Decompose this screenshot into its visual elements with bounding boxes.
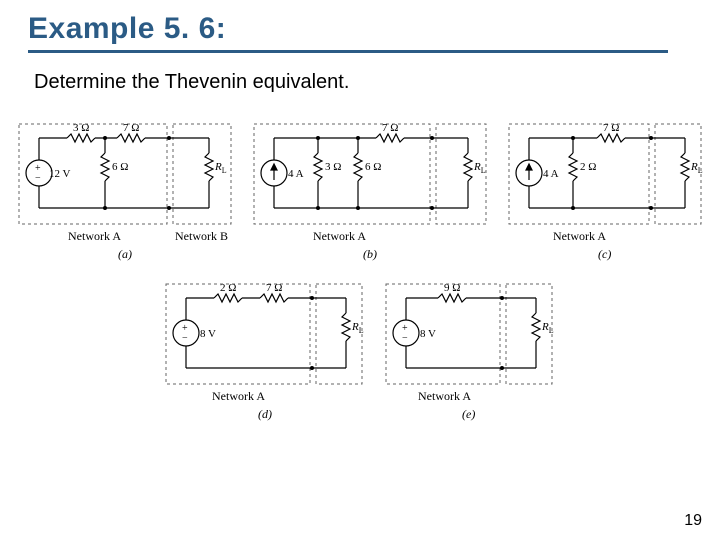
label-netA-b: Network A [313, 229, 366, 243]
circuits-row: +− 12 V 3 Ω 7 Ω 6 Ω RL Network A Network… [0, 118, 720, 428]
label-sub-a: (a) [118, 247, 132, 261]
prompt-text: Determine the Thevenin equivalent. [34, 71, 692, 94]
page-number: 19 [684, 512, 702, 530]
svg-text:RL: RL [473, 161, 486, 175]
circuit-b: 4 A 3 Ω 6 Ω 7 Ω RL Network A (b) [248, 118, 493, 268]
slide-title: Example 5. 6: [28, 12, 692, 46]
circuit-a: +− 12 V 3 Ω 7 Ω 6 Ω RL Network A Network… [13, 118, 238, 268]
val-7ohm: 7 Ω [123, 122, 139, 134]
val-7ohm-c: 7 Ω [603, 122, 619, 134]
slide-header: Example 5. 6: Determine the Thevenin equ… [0, 0, 720, 94]
label-netA: Network A [68, 229, 121, 243]
title-underline [28, 50, 668, 53]
label-netB: Network B [175, 229, 228, 243]
val-2ohm-c: 2 Ω [580, 161, 596, 173]
svg-text:RL: RL [214, 161, 227, 175]
val-6ohm-b: 6 Ω [365, 161, 381, 173]
val-6ohm: 6 Ω [112, 161, 128, 173]
val-4a-c: 4 A [543, 168, 559, 180]
val-9ohm-e: 9 Ω [444, 282, 460, 294]
val-2ohm-d: 2 Ω [220, 282, 236, 294]
svg-text:−: − [402, 333, 408, 344]
circuit-e: +− 8 V 9 Ω RL Network A (e) [380, 278, 560, 428]
label-netA-c: Network A [553, 229, 606, 243]
val-7ohm-b: 7 Ω [382, 122, 398, 134]
label-sub-c: (c) [598, 247, 611, 261]
val-7ohm-d: 7 Ω [266, 282, 282, 294]
svg-text:−: − [35, 173, 41, 184]
val-12v: 12 V [49, 168, 71, 180]
val-4a: 4 A [288, 168, 304, 180]
svg-text:−: − [182, 333, 188, 344]
label-netA-e: Network A [418, 389, 471, 403]
label-sub-d: (d) [258, 407, 272, 421]
circuit-c: 4 A 2 Ω 7 Ω RL Network A (c) [503, 118, 708, 268]
val-3ohm-b: 3 Ω [325, 161, 341, 173]
val-8v-e: 8 V [420, 328, 436, 340]
val-3ohm: 3 Ω [73, 122, 89, 134]
circuit-d: +− 8 V 2 Ω 7 Ω RL Network A (d) [160, 278, 370, 428]
label-sub-e: (e) [462, 407, 475, 421]
label-sub-b: (b) [363, 247, 377, 261]
val-8v-d: 8 V [200, 328, 216, 340]
label-netA-d: Network A [212, 389, 265, 403]
